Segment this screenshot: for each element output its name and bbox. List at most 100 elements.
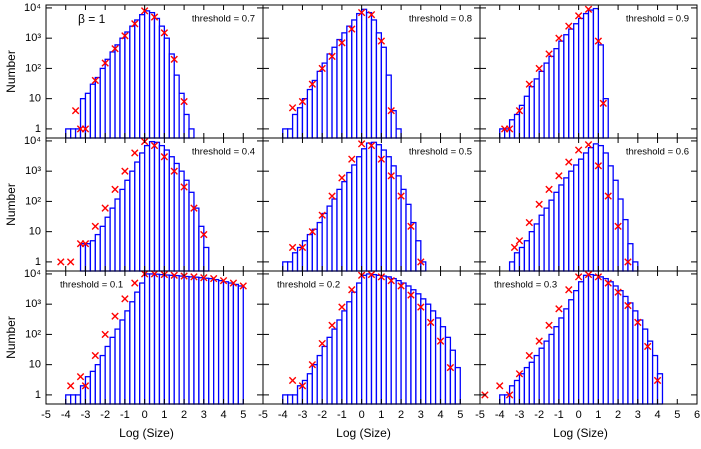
bar <box>553 326 560 405</box>
bar <box>434 317 442 405</box>
bar <box>188 191 195 272</box>
bar <box>119 37 126 139</box>
bar <box>523 240 530 272</box>
marker-cross <box>190 273 198 281</box>
bar <box>543 207 550 272</box>
marker-cross <box>515 106 524 115</box>
bar <box>400 188 407 272</box>
x-tick-label: 1 <box>595 409 601 421</box>
bar <box>558 40 565 139</box>
bar <box>306 233 313 272</box>
bar <box>612 285 619 405</box>
x-tick-label: 4 <box>654 409 660 421</box>
bar <box>375 144 383 272</box>
panel-title: threshold = 0.7 <box>192 14 255 25</box>
bar <box>158 144 166 272</box>
bar <box>607 165 614 272</box>
marker-cross <box>565 286 573 294</box>
x-tick-label: -5 <box>258 409 268 421</box>
bar <box>104 345 111 405</box>
marker-cross <box>209 274 218 283</box>
marker-cross <box>160 29 169 37</box>
bar <box>356 156 363 272</box>
marker-cross <box>545 50 553 58</box>
x-tick-label: -1 <box>120 409 130 421</box>
bar <box>647 340 654 405</box>
marker-cross <box>348 286 356 294</box>
bar <box>163 274 170 405</box>
bar <box>563 308 570 405</box>
bar <box>563 177 570 272</box>
bar <box>508 261 516 272</box>
marker-cross <box>367 270 376 279</box>
bar <box>148 273 156 405</box>
marker-cross <box>377 273 386 281</box>
bar <box>390 110 397 139</box>
bar <box>168 274 175 405</box>
x-tick-label: 2 <box>398 409 404 421</box>
marker-cross <box>101 204 109 212</box>
bar <box>114 328 121 405</box>
marker-cross <box>387 276 395 285</box>
bar <box>183 179 190 272</box>
bar <box>104 216 111 272</box>
x-tick-label: 2 <box>615 409 621 421</box>
marker-cross <box>407 222 415 231</box>
bar <box>296 107 304 139</box>
marker-cross <box>505 391 514 399</box>
bar <box>400 282 407 405</box>
bar <box>99 354 106 405</box>
bar <box>134 161 141 272</box>
bar <box>173 162 180 272</box>
x-tick-label: 1 <box>378 409 384 421</box>
marker-cross <box>545 185 553 194</box>
bar <box>331 198 338 272</box>
marker-cross <box>574 146 583 154</box>
marker-cross <box>180 183 188 191</box>
marker-cross <box>121 167 129 175</box>
bar <box>573 23 580 139</box>
bar <box>351 19 358 139</box>
bar <box>543 340 550 405</box>
marker-cross <box>170 55 178 64</box>
marker-cross <box>308 360 317 369</box>
marker-cross <box>426 318 435 327</box>
bar <box>454 366 461 405</box>
panel-title: threshold = 0.2 <box>277 280 340 291</box>
x-tick-label: 6 <box>694 409 700 421</box>
panel-title: threshold = 0.5 <box>409 147 472 158</box>
marker-cross <box>574 273 583 281</box>
bar <box>287 394 294 405</box>
marker-cross <box>417 258 425 266</box>
bar <box>222 281 230 405</box>
bar <box>582 152 590 272</box>
bar <box>143 273 151 405</box>
bar <box>124 31 131 139</box>
x-tick-label: -3 <box>81 409 91 421</box>
bar <box>148 11 156 139</box>
bar <box>114 44 121 139</box>
bar <box>568 170 575 272</box>
bar <box>365 11 373 139</box>
bar <box>380 275 387 405</box>
marker-cross <box>574 12 583 20</box>
marker-cross <box>510 243 519 252</box>
bar <box>592 274 600 405</box>
marker-cross <box>288 376 297 385</box>
bar <box>395 128 402 139</box>
bar <box>637 319 644 405</box>
marker-cross <box>599 99 607 108</box>
bar <box>291 252 299 272</box>
marker-cross <box>76 372 85 381</box>
x-tick-label: -1 <box>554 409 564 421</box>
bar <box>336 319 343 405</box>
bar <box>119 319 126 405</box>
bar <box>642 328 649 405</box>
bar <box>287 128 294 139</box>
panel-title: threshold = 0.1 <box>60 280 123 291</box>
marker-cross <box>515 237 524 245</box>
bar <box>385 74 392 139</box>
y-axis-label: Number <box>4 316 18 359</box>
marker-cross <box>357 8 366 17</box>
